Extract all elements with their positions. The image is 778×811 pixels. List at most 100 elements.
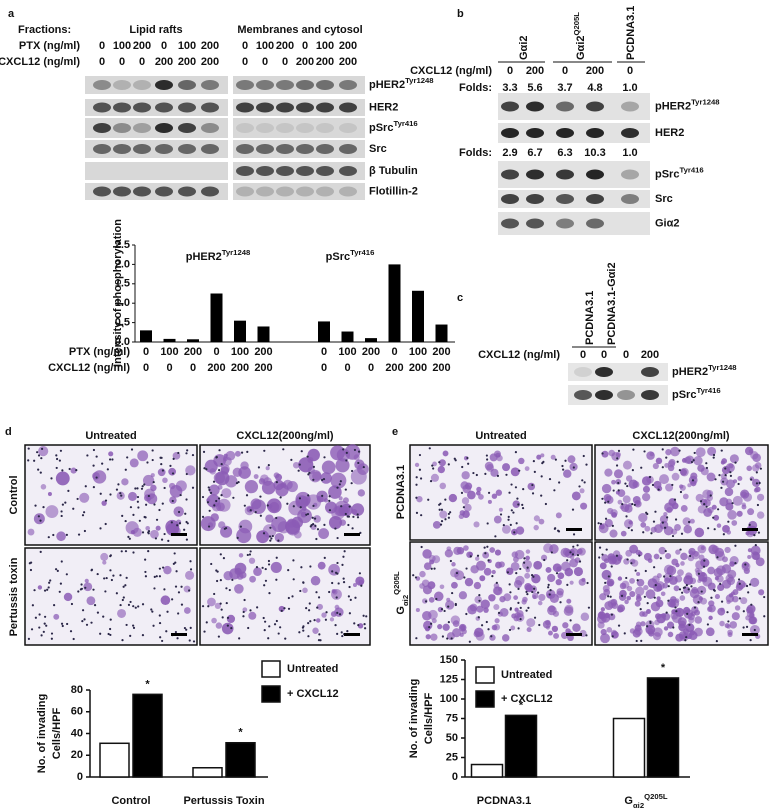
pore: [177, 591, 181, 594]
invading-cell: [536, 454, 542, 460]
invading-cell: [213, 472, 226, 484]
pore: [267, 637, 270, 640]
invading-cell: [323, 498, 329, 503]
blot-band: [316, 102, 334, 113]
invading-cell: [483, 567, 492, 576]
pore: [667, 585, 670, 588]
invading-cell: [493, 582, 500, 589]
invading-cell: [108, 451, 114, 457]
invading-cell: [302, 587, 308, 594]
x-row-label: PTX (ng/ml): [69, 346, 130, 358]
pore: [268, 625, 271, 628]
invading-cell: [468, 551, 473, 557]
pore: [620, 594, 624, 597]
invading-cell: [470, 565, 479, 574]
pore: [145, 503, 148, 506]
blot-band: [133, 102, 151, 113]
blot-band: [236, 144, 254, 154]
invading-cell: [731, 520, 738, 526]
pore: [307, 635, 310, 638]
blot-band: [178, 123, 196, 133]
pore: [499, 513, 503, 516]
pore: [188, 639, 191, 642]
invading-cell: [487, 499, 492, 504]
pore: [220, 494, 223, 497]
pore: [287, 596, 290, 600]
invading-cell: [666, 506, 673, 514]
blot-band: [339, 80, 357, 90]
pore: [147, 550, 150, 553]
pore: [132, 551, 135, 554]
invading-cell: [249, 575, 256, 583]
invading-cell: [499, 607, 509, 617]
pore: [128, 537, 131, 540]
pore: [463, 576, 466, 579]
invading-cell: [339, 519, 346, 526]
pore: [54, 568, 58, 571]
pore: [451, 591, 454, 595]
invading-cell: [599, 593, 607, 601]
pore: [143, 515, 146, 519]
pore: [125, 576, 128, 579]
invading-cell: [274, 532, 285, 543]
invading-cell: [653, 627, 663, 637]
invading-cell: [234, 562, 247, 575]
invading-cell: [545, 625, 550, 630]
blot-band: [316, 186, 334, 197]
series-title-sup: Tyr416: [350, 248, 374, 257]
pore: [631, 502, 634, 506]
pore: [317, 596, 321, 599]
treatment-value: 200: [201, 56, 219, 68]
invading-cell: [415, 607, 420, 613]
blot-band: [339, 144, 357, 154]
invading-cell: [70, 467, 77, 474]
y-axis-label: No. of invading: [36, 694, 48, 773]
invading-cell: [292, 461, 300, 469]
pore: [348, 612, 351, 615]
band-label: Src: [369, 143, 387, 155]
pore: [553, 527, 556, 530]
pore: [122, 585, 125, 588]
pore: [95, 476, 98, 479]
invading-cell: [664, 462, 670, 468]
pore: [184, 512, 187, 515]
invading-cell: [286, 481, 298, 493]
pore: [101, 462, 104, 465]
blot-band: [316, 144, 334, 154]
invading-cell: [464, 577, 474, 587]
invading-cell: [714, 594, 720, 600]
treatment-value: 0: [262, 56, 268, 68]
pore: [171, 598, 174, 601]
invading-cell: [692, 594, 703, 605]
pore: [518, 469, 521, 472]
invading-cell: [422, 549, 432, 559]
pore: [507, 518, 510, 521]
x-row-value: 100: [338, 346, 356, 358]
pore: [587, 606, 591, 609]
pore: [155, 518, 159, 521]
pore: [218, 468, 221, 472]
pore: [246, 553, 249, 557]
invading-cell: [750, 577, 760, 587]
row-header: Pertussis toxin: [8, 557, 20, 636]
lane-header: Gαi2Q205L: [572, 12, 587, 60]
pore: [339, 480, 342, 483]
invading-cell: [102, 560, 107, 565]
pore: [302, 581, 305, 584]
blot-band: [621, 128, 639, 138]
pore: [80, 583, 83, 586]
pore: [601, 497, 604, 500]
invading-cell: [461, 497, 470, 505]
pore: [346, 629, 349, 633]
invading-cell: [125, 521, 139, 535]
blot-band: [586, 169, 604, 180]
pore: [644, 569, 647, 573]
pore: [58, 459, 61, 462]
blot-band: [178, 102, 196, 113]
pore: [225, 601, 228, 605]
pore: [33, 589, 36, 592]
invading-cell: [635, 549, 642, 556]
blot-band: [236, 186, 254, 197]
invading-cell: [758, 589, 765, 596]
pore: [104, 522, 107, 526]
